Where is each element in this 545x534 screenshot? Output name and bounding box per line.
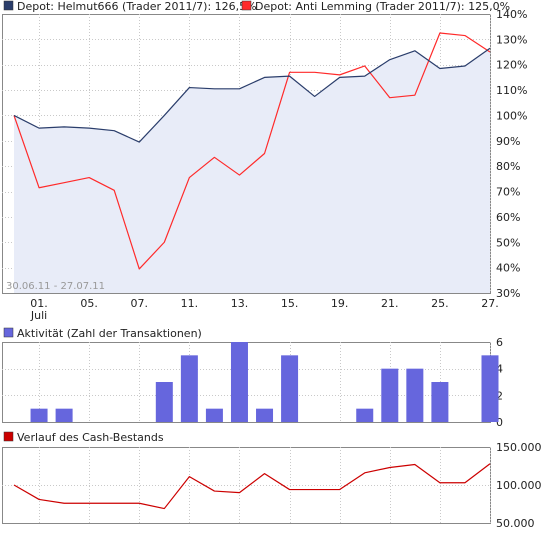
activity-panel: 0 2 4 6 Aktivität (Zahl der Transaktionen) bbox=[2, 327, 503, 429]
legend-swatch bbox=[241, 0, 252, 11]
legend-label: Verlauf des Cash-Bestands bbox=[17, 431, 164, 444]
legend-label: Depot: Helmut666 (Trader 2011/7): 126,5% bbox=[17, 0, 257, 13]
depot-performance-panel: 30% 40% 50% 60% 70% 80% 90% 100% 110% 120% 130% 140… bbox=[2, 0, 527, 322]
y-tick-label: 70% bbox=[496, 186, 520, 199]
activity-bar bbox=[155, 382, 173, 422]
activity-bar bbox=[406, 368, 424, 422]
legend-swatch bbox=[3, 0, 14, 11]
y-tick-label: 120% bbox=[496, 59, 527, 72]
activity-bar bbox=[381, 368, 399, 422]
y-tick-label: 110% bbox=[496, 84, 527, 97]
y-tick-label: 60% bbox=[496, 211, 520, 224]
y-tick-label: 6 bbox=[496, 336, 503, 349]
x-tick-label: 21. bbox=[381, 297, 399, 310]
y-tick-label: 140% bbox=[496, 8, 527, 21]
legend-label: Depot: Anti Lemming (Trader 2011/7): 125… bbox=[255, 0, 510, 13]
x-tick-label: 07. bbox=[131, 297, 149, 310]
y-tick-label: 100% bbox=[496, 109, 527, 122]
x-tick-label: 19. bbox=[331, 297, 349, 310]
y-tick-label: 0 bbox=[496, 416, 503, 429]
x-tick-label: 01. bbox=[30, 297, 48, 310]
y-tick-label: 100.000 bbox=[496, 479, 542, 492]
activity-bar bbox=[205, 408, 223, 422]
activity-bar bbox=[230, 342, 248, 422]
legend-swatch bbox=[3, 327, 14, 338]
y-tick-label: 80% bbox=[496, 160, 520, 173]
legend-swatch bbox=[3, 431, 14, 442]
activity-bar bbox=[180, 355, 198, 422]
cash-plot-frame bbox=[2, 447, 491, 524]
activity-bar bbox=[30, 408, 48, 422]
series-line-helmut666 bbox=[13, 47, 491, 143]
x-tick-label: 13. bbox=[231, 297, 249, 310]
x-tick-label: 11. bbox=[181, 297, 199, 310]
x-month-label: Juli bbox=[30, 309, 47, 322]
y-tick-label: 40% bbox=[496, 262, 520, 275]
activity-bar bbox=[55, 408, 73, 422]
cash-balance-panel: 50.000 100.000 150.000 Verlauf des Cash-Bes… bbox=[2, 431, 542, 530]
activity-bar bbox=[481, 355, 499, 422]
y-tick-label: 150.000 bbox=[496, 441, 542, 454]
y-tick-label: 2 bbox=[496, 389, 503, 402]
activity-bar bbox=[431, 382, 449, 422]
y-tick-label: 90% bbox=[496, 135, 520, 148]
y-tick-label: 130% bbox=[496, 33, 527, 46]
x-tick-label: 27. bbox=[481, 297, 499, 310]
activity-bar bbox=[281, 355, 299, 422]
series-line-cash bbox=[13, 463, 491, 510]
date-range-label: 30.06.11 - 27.07.11 bbox=[6, 281, 105, 292]
x-tick-label: 15. bbox=[281, 297, 299, 310]
legend-label: Aktivität (Zahl der Transaktionen) bbox=[17, 327, 202, 340]
x-tick-label: 25. bbox=[431, 297, 449, 310]
x-tick-label: 05. bbox=[80, 297, 98, 310]
helmut-area-fill bbox=[14, 48, 490, 294]
series-line-anti-lemming bbox=[13, 32, 491, 270]
activity-bar bbox=[256, 408, 274, 422]
y-tick-label: 4 bbox=[496, 363, 503, 376]
y-tick-label: 50.000 bbox=[496, 517, 535, 530]
y-tick-label: 30% bbox=[496, 287, 520, 300]
activity-bar bbox=[356, 408, 374, 422]
y-tick-label: 50% bbox=[496, 236, 520, 249]
